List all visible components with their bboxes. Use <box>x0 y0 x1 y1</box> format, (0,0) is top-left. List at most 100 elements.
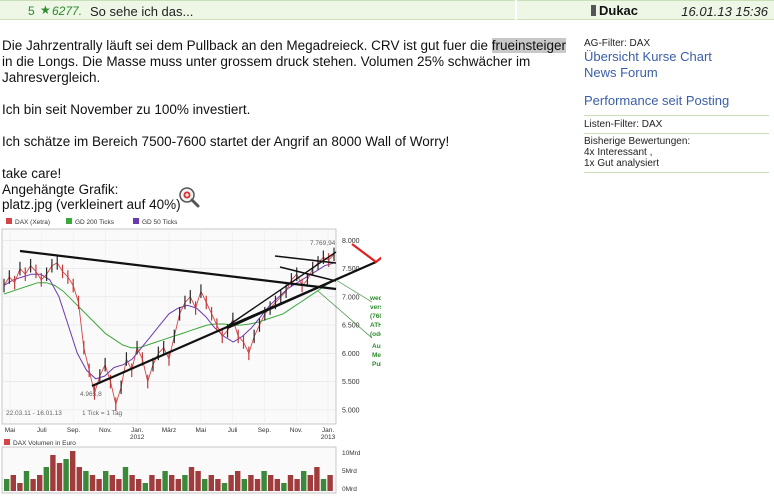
y-tick-label: 8.000 <box>342 238 360 245</box>
volume-bar <box>314 467 320 491</box>
volume-bar <box>281 483 287 491</box>
volume-bar <box>287 475 294 491</box>
wedge-line <box>227 261 377 329</box>
volume-bar <box>228 475 234 491</box>
series-gd200-line <box>3 279 335 349</box>
volume-bar <box>103 471 109 491</box>
volume-bar <box>182 475 188 491</box>
sidebar-divider <box>584 133 769 134</box>
y-tick-label: 7.000 <box>342 294 360 301</box>
x-tick-label: Nov. <box>99 427 112 434</box>
x-tick-label: Jan. <box>322 427 334 434</box>
volume-bar <box>175 479 181 491</box>
volume-bar <box>142 483 148 491</box>
x-tick-label: 2013 <box>321 434 336 441</box>
post-count[interactable]: 6277. <box>52 4 83 18</box>
legend-swatch <box>133 218 139 224</box>
legend-swatch <box>4 439 10 445</box>
highlighted-word: frueinsteiger <box>491 38 567 53</box>
volume-bar <box>109 475 115 491</box>
volume-bar <box>37 475 43 491</box>
volume-bar <box>30 479 36 491</box>
volume-bar <box>50 455 56 491</box>
volume-bar <box>241 479 247 491</box>
volume-bar <box>188 467 195 491</box>
volume-bar <box>4 479 10 491</box>
x-tick-label: Juli <box>37 427 47 434</box>
attached-chart[interactable]: DAX (Xetra) GD 200 Ticks GD 50 Ticks 8.000… <box>0 215 381 496</box>
zoom-in-icon[interactable] <box>178 186 200 208</box>
sidebar-divider <box>584 172 769 173</box>
volume-bar <box>63 459 69 491</box>
volume-bar <box>70 451 76 491</box>
volume-bar <box>301 471 307 491</box>
performance-link[interactable]: Performance seit Posting <box>584 93 730 108</box>
trendline-upper <box>19 249 337 291</box>
chart-annotation: (7600,7500, wedgepullback. Danach angrif… <box>370 313 381 320</box>
y-tick-label: 5.000 <box>342 407 360 414</box>
y-tick-label: 6.000 <box>342 351 360 358</box>
x-tick-label: Mai <box>196 427 206 434</box>
username[interactable]: Dukac <box>599 3 639 18</box>
volume-bar <box>221 483 228 491</box>
volume-bar <box>254 479 261 491</box>
volume-bar <box>136 479 142 491</box>
volume-bar <box>202 479 208 491</box>
volume-bar <box>122 467 129 491</box>
sidebar: AG-Filter: DAX Übersicht Kurse Chart New… <box>584 38 769 173</box>
post-body: Die Jahrzentrally läuft sei dem Pullback… <box>2 38 577 198</box>
x-tick-label: März <box>162 427 176 434</box>
wedge-top-line <box>274 255 337 264</box>
support-line <box>228 251 337 326</box>
post-text: take care! <box>2 166 62 181</box>
x-tick-label: Sep. <box>258 427 272 434</box>
volume-bar <box>96 479 102 491</box>
post-paragraph: Die Jahrzentrally läuft sei dem Pullback… <box>2 38 577 86</box>
volume-bar <box>294 479 300 491</box>
series-gd50-line <box>3 262 335 380</box>
volume-bar <box>56 463 63 491</box>
x-tick-label: Sep. <box>67 427 81 434</box>
post-header-right: Dukac 16.01.13 15:36 <box>517 0 774 20</box>
volume-bar <box>23 471 30 491</box>
volume-bar <box>268 475 274 491</box>
x-tick-label: 2012 <box>130 434 145 441</box>
volume-bar <box>208 475 214 491</box>
volume-bar <box>129 475 135 491</box>
x-tick-label: Jan. <box>131 427 143 434</box>
user-status-icon <box>591 5 596 16</box>
legend-swatch <box>6 218 12 224</box>
date-range-label: 22.03.11 - 16.01.13 <box>6 410 62 417</box>
overview-link[interactable]: Übersicht Kurse Chart <box>584 49 712 64</box>
annotation-pointer <box>317 290 373 339</box>
volume-bar <box>320 479 327 491</box>
chart-annotation: Pullback bestätigt <box>372 361 381 368</box>
high-value-label: 7.769,94 <box>310 240 336 247</box>
chart-annotation: ATH moeglich, bevor die fruehjahrflaute … <box>370 322 381 329</box>
post-header-left: 5 ★ 6277. So sehe ich das... <box>0 0 515 20</box>
star-icon: ★ <box>40 3 51 17</box>
post-text: in die Longs. Die Masse muss unter gross… <box>2 54 531 85</box>
post-paragraph: Ich bin seit November zu 100% investiert… <box>2 102 251 117</box>
chart-annotation: (oder ein 500 Punkte Lufthoilen:) <box>370 331 381 338</box>
volume-tick-label: 10Mrd <box>342 450 361 457</box>
volume-bar <box>327 475 333 491</box>
chart-annotation: wedge-ziel warscheinlich erreicht, die <box>369 295 381 302</box>
volume-bar <box>248 475 254 491</box>
volume-bar <box>195 471 201 491</box>
rating-number: 5 <box>28 4 35 18</box>
ag-filter-label: AG-Filter: DAX <box>584 38 651 49</box>
news-forum-link[interactable]: News Forum <box>584 65 658 80</box>
rating-entry: 1x Gut analysiert <box>584 158 660 169</box>
x-tick-label: Nov. <box>290 427 303 434</box>
volume-bar <box>17 483 23 491</box>
y-tick-label: 7.500 <box>342 266 360 273</box>
volume-bar <box>235 471 241 491</box>
interval-label: 1 Tick = 1 Tag <box>82 410 123 417</box>
x-tick-label: Mai <box>5 427 15 434</box>
volume-bar <box>162 471 168 491</box>
x-tick-label: Juli <box>228 427 238 434</box>
post-subject[interactable]: So sehe ich das... <box>90 4 194 19</box>
post-datetime: 16.01.13 15:36 <box>681 4 768 19</box>
legend-label: GD 200 Ticks <box>75 219 115 226</box>
